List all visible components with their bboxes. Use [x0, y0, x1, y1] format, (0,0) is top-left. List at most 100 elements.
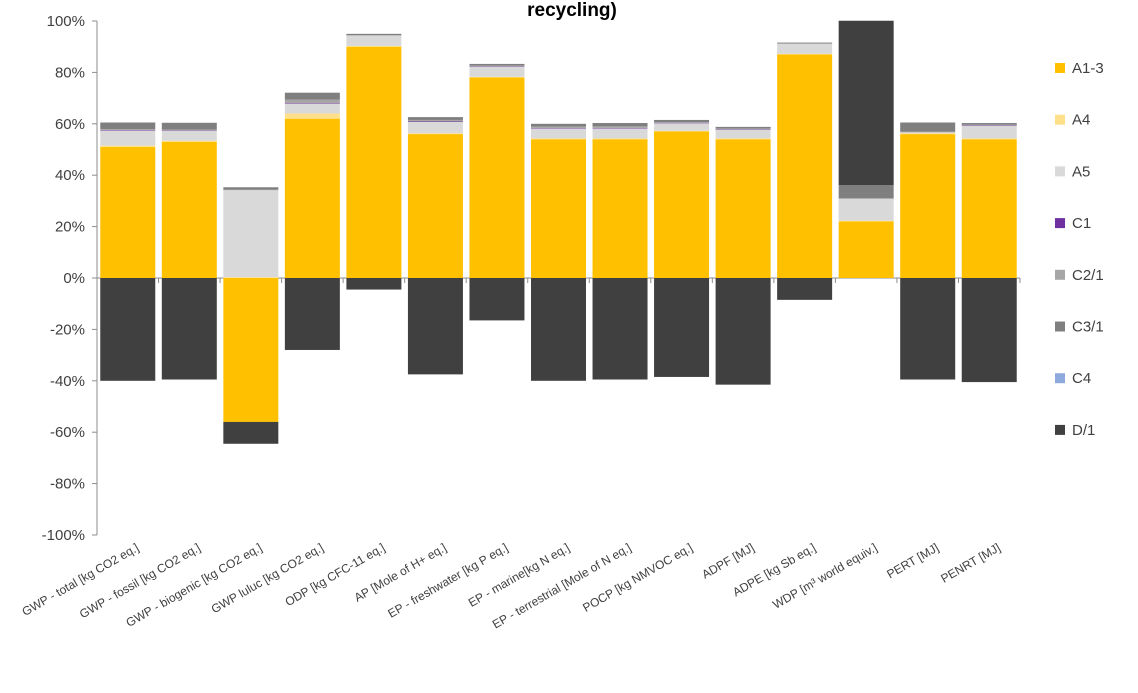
- legend-swatch: [1055, 166, 1065, 177]
- bar-segment-d-1: [531, 278, 586, 381]
- category-label: PERT [MJ]: [884, 540, 941, 581]
- bar-segment-d-1: [838, 20, 894, 186]
- bar-segment-c2-1: [900, 131, 956, 133]
- bar-segment-c3-1: [654, 119, 710, 123]
- bar-segment-c2-1: [654, 122, 710, 123]
- bar-segment-a5: [469, 66, 525, 77]
- bar-segment-a1-3: [100, 146, 156, 278]
- bar-segment-c3-1: [592, 123, 648, 127]
- bar-segment-a1-3: [777, 54, 833, 278]
- legend-label: A1-3: [1072, 60, 1104, 77]
- bar-segment-a5: [100, 130, 156, 146]
- bar-segment-a1-3: [654, 131, 710, 278]
- legend-label: C4: [1072, 370, 1091, 387]
- bar-segment-a5: [284, 103, 340, 114]
- bar-segment-a5: [223, 189, 279, 278]
- bar-segment-c3-1: [100, 122, 156, 130]
- legend-swatch: [1055, 373, 1065, 384]
- bar-segment-d-1: [100, 278, 156, 381]
- bar-segment-c3-1: [900, 122, 956, 132]
- bar-segment-a1-3: [838, 221, 894, 278]
- bar-segment-a4: [407, 133, 463, 135]
- bar-segment-a1-3: [715, 139, 771, 278]
- bar-segment-c3-1: [284, 92, 340, 100]
- bar-segment-d-1: [777, 278, 833, 300]
- legend-label: C2/1: [1072, 267, 1104, 284]
- y-tick-label: 20%: [55, 219, 85, 236]
- bar-segment-c2-1: [100, 129, 156, 130]
- bar-segment-c2-1: [223, 189, 279, 191]
- bar-segment-c3-1: [961, 123, 1017, 125]
- bar-segment-a4: [346, 45, 402, 47]
- bar-segment-c3-1: [407, 117, 463, 120]
- bar-segment-a1-3: [161, 141, 217, 278]
- category-labels: GWP - total [kg CO2 eq.]GWP - fossil [kg…: [20, 540, 1003, 631]
- legend-swatch: [1055, 114, 1065, 125]
- category-label: ODP [kg CFC-11 eq.]: [283, 540, 388, 609]
- bar-segment-a1-3: [284, 118, 340, 278]
- bar-segment-c2-1: [469, 65, 525, 67]
- legend: A1-3 A4 A5 C1 C2/1 C3/1 C4 D/1: [1055, 60, 1104, 439]
- bar-segment-a1-3: [469, 77, 525, 278]
- bar-segment-a5: [715, 129, 771, 139]
- bar-segment-a5: [161, 130, 217, 141]
- bar-segment-a5: [900, 132, 956, 134]
- bar-segment-c2-1: [284, 99, 340, 103]
- bar-segment-a1-3: [407, 134, 463, 278]
- y-tick-label: 80%: [55, 64, 85, 81]
- bar-segment-a5: [346, 35, 402, 46]
- bar-segment-c3-1: [531, 123, 586, 127]
- y-tick-label: -80%: [50, 476, 85, 493]
- category-label: GWP luluc [kg CO2 eq.]: [209, 540, 326, 616]
- bar-segment-c3-1: [777, 42, 833, 44]
- bar-segment-c3-1: [223, 187, 279, 190]
- bar-segment-c1: [654, 122, 710, 124]
- bar-segment-a4: [531, 138, 586, 140]
- bar-segment-a4: [100, 145, 156, 147]
- y-tick-label: 100%: [47, 13, 85, 30]
- bar-segment-a4: [592, 138, 648, 140]
- bar-segment-a4: [161, 140, 217, 142]
- category-label: ADPF [MJ]: [699, 540, 756, 581]
- bar-segment-c2-1: [961, 124, 1017, 126]
- bar-segment-a4: [777, 53, 833, 55]
- category-label: POCP [kg NMVOC eq.]: [580, 540, 695, 614]
- bars-layer: [100, 20, 1017, 444]
- bar-segment-a5: [838, 198, 894, 221]
- bar-segment-a4: [469, 76, 525, 78]
- bar-segment-c1: [531, 127, 586, 129]
- bar-segment-c1: [100, 129, 156, 131]
- bar-segment-d-1: [592, 278, 648, 380]
- bar-segment-c2-1: [346, 35, 402, 36]
- y-tick-label: -20%: [50, 321, 85, 338]
- bar-segment-a5: [777, 43, 833, 54]
- legend-swatch: [1055, 63, 1065, 73]
- bar-segment-c1: [715, 129, 771, 130]
- legend-swatch: [1055, 218, 1065, 229]
- bar-segment-d-1: [161, 278, 217, 380]
- y-tick-label: 0%: [63, 270, 85, 287]
- legend-swatch: [1055, 269, 1065, 280]
- bar-segment-a4: [223, 277, 279, 278]
- y-tick-label: -40%: [50, 373, 85, 390]
- bar-segment-d-1: [223, 421, 279, 444]
- legend-swatch: [1055, 424, 1065, 435]
- bar-segment-a1-3: [592, 139, 648, 278]
- bar-segment-a5: [654, 123, 710, 131]
- bar-segment-c2-1: [531, 126, 586, 128]
- legend-swatch: [1055, 321, 1065, 332]
- bar-segment-a4: [838, 220, 894, 222]
- chart-title: recycling): [527, 0, 617, 21]
- bar-segment-a5: [407, 121, 463, 134]
- bar-segment-d-1: [961, 278, 1017, 383]
- bar-segment-d-1: [407, 278, 463, 375]
- bar-segment-c2-1: [161, 129, 217, 131]
- bar-segment-d-1: [654, 278, 710, 377]
- bar-segment-a1-3: [346, 46, 402, 279]
- bar-segment-d-1: [900, 278, 956, 380]
- bar-segment-a1-3: [961, 139, 1017, 278]
- bar-segment-a4: [654, 130, 710, 132]
- legend-label: D/1: [1072, 422, 1095, 439]
- y-tick-label: 60%: [55, 116, 85, 133]
- category-label: WDP [m³ world equiv.]: [770, 540, 879, 611]
